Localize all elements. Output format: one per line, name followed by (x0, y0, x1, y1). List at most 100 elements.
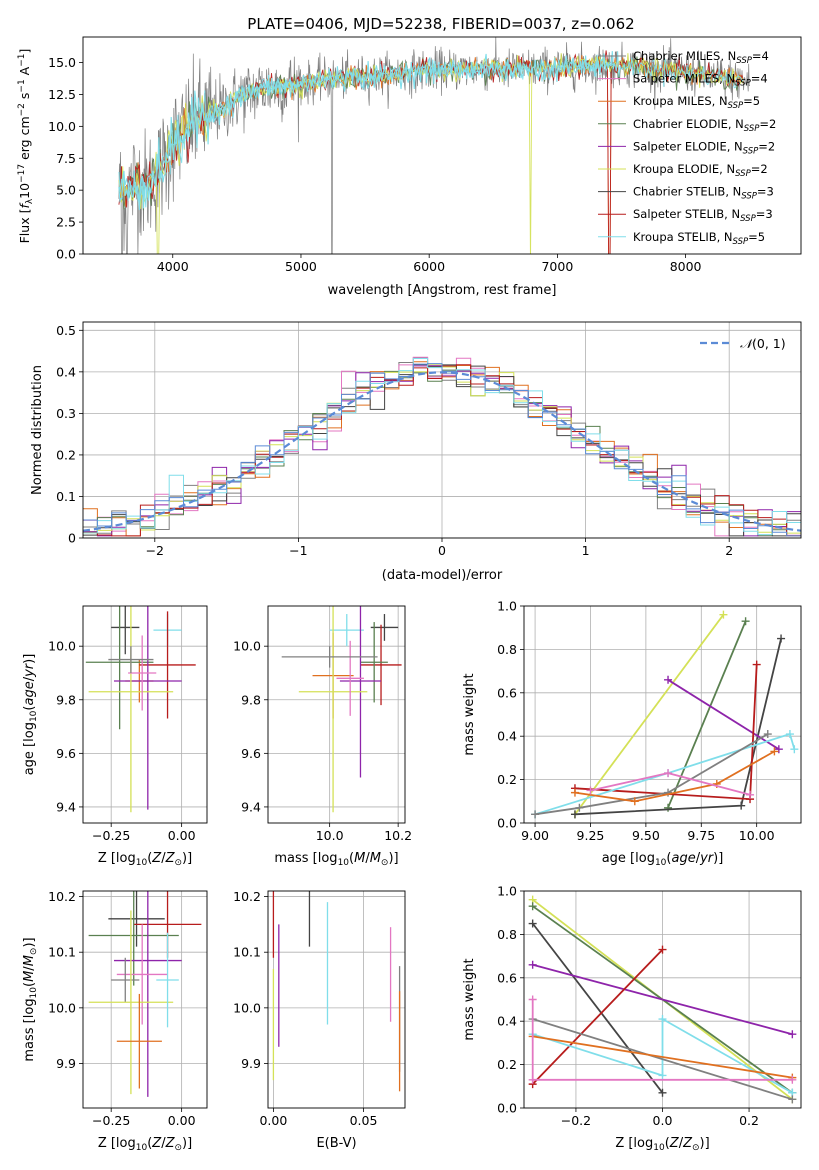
label-part: / (161, 851, 166, 866)
y-axis-label: mass weight (462, 673, 477, 755)
weight-marker (531, 810, 540, 819)
weight-marker (719, 610, 728, 619)
label-part: 10 (655, 858, 667, 868)
axes-frame (82, 36, 802, 255)
legend-entry: Chabrier MILES, NSSP=4 (633, 49, 769, 66)
legend-sub: SSP (744, 124, 760, 134)
label-part: ⊙ (692, 1143, 700, 1153)
histogram-step (83, 363, 801, 537)
legend-label: Salpeter MILES, N (633, 72, 735, 86)
plot-area (83, 322, 801, 538)
x-tick-label: 0.2 (739, 1113, 759, 1128)
x-tick-label: −0.25 (92, 1113, 130, 1128)
label-part: −1 (17, 79, 27, 92)
label-part: )] (388, 851, 398, 866)
label-part: )] (22, 937, 37, 947)
weight-marker (570, 810, 579, 819)
error-bar-point (108, 891, 165, 947)
x-tick-label: −2 (146, 543, 164, 558)
error-bar-point (85, 606, 154, 730)
label-part: )] (713, 851, 723, 866)
x-axis-label: E(B-V) (316, 1136, 356, 1151)
weight-marker (658, 1071, 667, 1080)
weight-series (528, 995, 797, 1084)
label-part: ] (17, 49, 32, 54)
label-part: yr (699, 851, 715, 866)
y-tick-label: 0.3 (56, 406, 76, 421)
y-tick-label: 0.2 (497, 1057, 517, 1072)
weight-marker (664, 675, 673, 684)
y-tick-label: 0.8 (497, 927, 517, 942)
y-tick-label: 10.2 (48, 889, 76, 904)
weight-marker (664, 803, 673, 812)
y-tick-label: 0.4 (497, 729, 517, 744)
label-part: yr (22, 662, 37, 678)
error-bar-point (336, 640, 364, 716)
y-axis-label: Flux [fλ10−17 erg cm−2 s−1 A−1] (17, 49, 35, 244)
error-bar-point (88, 891, 179, 986)
y-tick-label: 12.5 (48, 87, 76, 102)
error-bar-point (116, 993, 162, 1089)
x-tick-label: 6000 (413, 259, 445, 274)
label-part: / (22, 966, 37, 971)
x-tick-label: 9.25 (577, 828, 605, 843)
y-tick-label: 15.0 (48, 55, 76, 70)
label-part: / (22, 676, 37, 681)
weight-series (528, 960, 797, 1039)
legend-entry: Kroupa MILES, NSSP=5 (633, 94, 760, 111)
spectrum-model-line (118, 51, 615, 211)
label-part: 10 (29, 987, 39, 999)
legend-n: =2 (751, 162, 768, 176)
label-part: ( (349, 851, 354, 866)
label-part: Z [log (615, 1136, 653, 1151)
label-part: mass [log (22, 998, 37, 1061)
y-tick-label: 0.6 (497, 685, 517, 700)
label-part: erg cm (17, 116, 32, 164)
error-bar-point (360, 622, 388, 703)
label-part: / (696, 851, 701, 866)
weight-marker (658, 945, 667, 954)
weight-marker (528, 1075, 537, 1084)
weight-marker (741, 617, 750, 626)
y-tick-label: 1.0 (497, 599, 517, 614)
label-part: M (22, 955, 37, 966)
weight-marker (790, 745, 799, 754)
plot-area (83, 606, 207, 823)
error-bar-point (88, 606, 174, 813)
weight-line (532, 948, 664, 1085)
x-tick-label: 8000 (670, 259, 702, 274)
y-tick-label: 10.1 (48, 945, 76, 960)
error-bar-point (128, 635, 157, 711)
y-tick-label: 9.4 (241, 799, 261, 814)
legend-sub: SSP (735, 79, 751, 89)
legend-n: =4 (752, 49, 769, 63)
label-part: Z (165, 1136, 176, 1151)
x-axis-label: wavelength [Angstrom, rest frame] (328, 283, 557, 298)
y-tick-label: 0.5 (56, 323, 76, 338)
weight-marker (528, 960, 537, 969)
y-tick-label: 0.0 (497, 816, 517, 831)
label-part: Z (151, 851, 162, 866)
label-part: ( (22, 706, 37, 711)
legend-label: Kroupa ELODIE, N (633, 162, 735, 176)
label-part: ⊙ (174, 1143, 182, 1153)
label-part: ( (147, 851, 152, 866)
error-bar-point (88, 910, 174, 1095)
label-part: )] (700, 1136, 710, 1151)
legend-entry: Kroupa STELIB, NSSP=5 (633, 230, 765, 247)
y-tick-label: 0.1 (56, 489, 76, 504)
legend-sub: SSP (740, 214, 756, 224)
weight-series (528, 1015, 797, 1097)
weight-line (574, 750, 775, 803)
spectrum-model-line (118, 51, 744, 208)
legend-n: =2 (758, 139, 775, 153)
label-part: Z (682, 1136, 693, 1151)
weight-marker (630, 797, 639, 806)
weight-marker (664, 769, 673, 778)
weight-marker (658, 1088, 667, 1097)
weight-series (570, 660, 761, 804)
label-part: λ (25, 198, 35, 204)
label-part: −17 (17, 164, 27, 183)
x-axis-label: Z [log10(Z/Z⊙)] (615, 1136, 709, 1153)
